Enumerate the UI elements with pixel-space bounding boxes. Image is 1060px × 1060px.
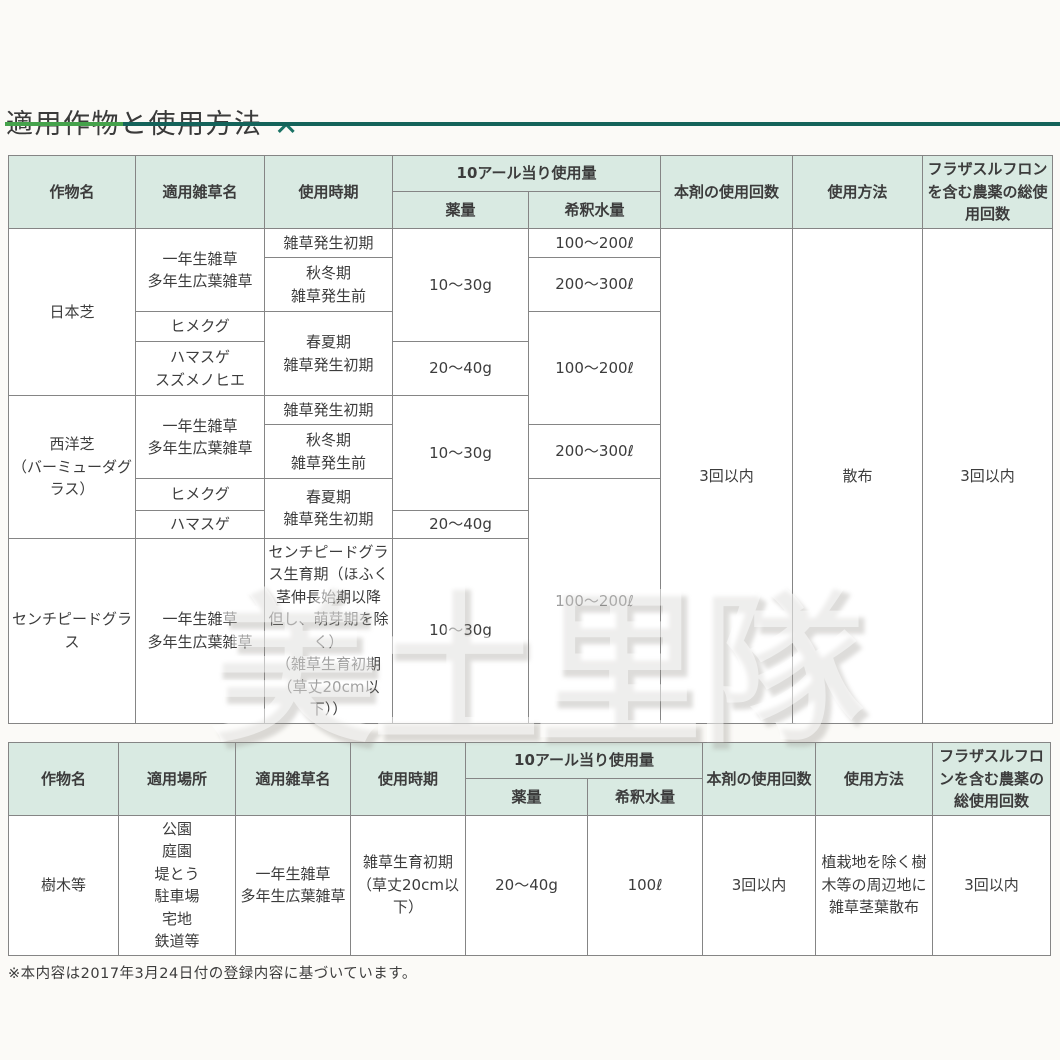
cell-period-centipede: センチピードグラ ス生育期（ほふく 茎伸長始期以降 但し、萌芽期を除 く） （雑…	[264, 537, 393, 724]
table-subheader-row: 薬量 希釈水量	[9, 191, 1053, 229]
cell-crop-nihonshiba: 日本芝	[8, 228, 136, 396]
table-row: 樹木等 公園 庭園 堤とう 駐車場 宅地 鉄道等 一年生雑草 多年生広葉雑草 雑…	[8, 814, 1052, 956]
cell-place: 公園 庭園 堤とう 駐車場 宅地 鉄道等	[118, 814, 236, 956]
cell-amount: 20〜40g	[392, 510, 529, 539]
cell-amount: 20〜40g	[392, 341, 529, 396]
header-period: 使用時期	[264, 155, 393, 229]
cell-amount: 10〜30g	[392, 537, 529, 724]
header-usage-group: 10アール当り使用量	[391, 155, 662, 192]
cell-weed-hamasuge: ハマスゲ	[135, 510, 265, 539]
header-method: 使用方法	[815, 742, 934, 816]
cell-weed-himekugu: ヒメクグ	[135, 478, 265, 511]
cell-amount: 10〜30g	[392, 228, 529, 342]
cell-water: 100〜200ℓ	[527, 228, 662, 258]
cell-period: 春夏期 雑草発生初期	[264, 478, 393, 539]
table-row: ハマスゲ スズメノヒエ 20〜40g	[9, 341, 1053, 396]
section-divider-accent	[5, 122, 123, 126]
cell-amount: 20〜40g	[465, 814, 588, 956]
cell-weed-himekugu: ヒメクグ	[135, 311, 265, 342]
cell-water: 200〜300ℓ	[527, 424, 662, 479]
header-place: 適用場所	[118, 742, 236, 816]
header-method: 使用方法	[792, 155, 924, 229]
registration-footnote: ※本内容は2017年3月24日付の登録内容に基づいています。	[8, 966, 417, 982]
header-water: 希釈水量	[586, 778, 704, 816]
header-period: 使用時期	[350, 742, 466, 816]
header-crop: 作物名	[8, 155, 136, 229]
cell-weed-annual: 一年生雑草 多年生広葉雑草	[135, 395, 265, 479]
table-row: ヒメクグ 春夏期 雑草発生初期 100〜200ℓ	[9, 478, 1053, 724]
cell-crop-centipede: センチピードグラ ス	[8, 537, 136, 724]
table-row: センチピードグラ ス 一年生雑草 多年生広葉雑草 センチピードグラ ス生育期（ほ…	[8, 537, 1053, 724]
cell-uses: 3回以内	[702, 814, 817, 956]
cell-method: 植栽地を除く樹 木等の周辺地に 雑草茎葉散布	[815, 814, 934, 956]
cell-weed-annual: 一年生雑草 多年生広葉雑草	[135, 228, 265, 312]
cell-weed-annual: 一年生雑草 多年生広葉雑草	[235, 814, 351, 956]
header-usage-group: 10アール当り使用量	[464, 741, 704, 780]
cell-total-uses: 3回以内	[922, 228, 1054, 724]
cell-weed-hamasuge: ハマスゲ スズメノヒエ	[135, 341, 265, 396]
header-total-uses: フラザスルフロ ンを含む農薬の 総使用回数	[932, 742, 1052, 816]
table-subheader-row: 薬量 希釈水量	[9, 778, 1051, 816]
cell-period: 秋冬期 雑草発生前	[264, 257, 393, 312]
table-row: 日本芝 一年生雑草 多年生広葉雑草 雑草発生初期 10〜30g 100〜200ℓ…	[8, 228, 1054, 724]
cell-period: 雑草発生初期	[264, 228, 393, 258]
crops-usage-table-trees: 作物名 適用場所 適用雑草名 使用時期 10アール当り使用量 本剤の使用回数 使…	[8, 741, 1052, 956]
cell-uses: 3回以内	[660, 228, 794, 724]
header-weed: 適用雑草名	[135, 155, 265, 229]
cell-water: 100〜200ℓ	[527, 478, 662, 724]
table-row: 秋冬期 雑草発生前 200〜300ℓ	[9, 424, 1053, 479]
cell-weed-annual: 一年生雑草 多年生広葉雑草	[135, 537, 265, 724]
header-crop: 作物名	[8, 742, 119, 816]
header-amount: 薬量	[392, 191, 529, 229]
cell-method: 散布	[792, 228, 924, 724]
cell-total-uses: 3回以内	[932, 814, 1052, 956]
cell-water: 200〜300ℓ	[527, 257, 662, 312]
crops-usage-table-turf: 作物名 適用雑草名 使用時期 10アール当り使用量 本剤の使用回数 使用方法 フ…	[8, 155, 1054, 724]
table-header-row: 作物名 適用雑草名 使用時期 10アール当り使用量 本剤の使用回数 使用方法 フ…	[8, 155, 1054, 229]
cell-crop-jumoku: 樹木等	[8, 814, 119, 956]
header-uses: 本剤の使用回数	[702, 742, 817, 816]
cell-period: 秋冬期 雑草発生前	[264, 424, 393, 479]
table-header-row: 作物名 適用場所 適用雑草名 使用時期 10アール当り使用量 本剤の使用回数 使…	[8, 741, 1052, 816]
section-divider	[5, 122, 1060, 126]
cell-crop-seiyoshiba: 西洋芝 （バーミューダグ ラス）	[8, 395, 136, 539]
cell-period: 雑草発生初期	[264, 395, 393, 425]
cell-period: 春夏期 雑草発生初期	[264, 311, 393, 396]
header-water: 希釈水量	[527, 191, 662, 229]
cell-period: 雑草生育初期 （草丈20cm以 下）	[350, 814, 466, 956]
table-row: ハマスゲ 20〜40g	[9, 510, 1053, 539]
header-uses: 本剤の使用回数	[660, 155, 794, 229]
header-total-uses: フラザスルフロン を含む農薬の総使 用回数	[922, 155, 1054, 229]
header-amount: 薬量	[465, 778, 588, 816]
header-weed: 適用雑草名	[235, 742, 351, 816]
cell-amount: 10〜30g	[392, 395, 529, 511]
table-row: 秋冬期 雑草発生前 200〜300ℓ	[9, 257, 1053, 312]
cell-water: 100ℓ	[586, 814, 704, 956]
cell-water: 100〜200ℓ	[527, 311, 662, 425]
table-row: ヒメクグ 春夏期 雑草発生初期 100〜200ℓ	[9, 311, 1053, 425]
table-row: 西洋芝 （バーミューダグ ラス） 一年生雑草 多年生広葉雑草 雑草発生初期 10…	[8, 395, 1053, 539]
